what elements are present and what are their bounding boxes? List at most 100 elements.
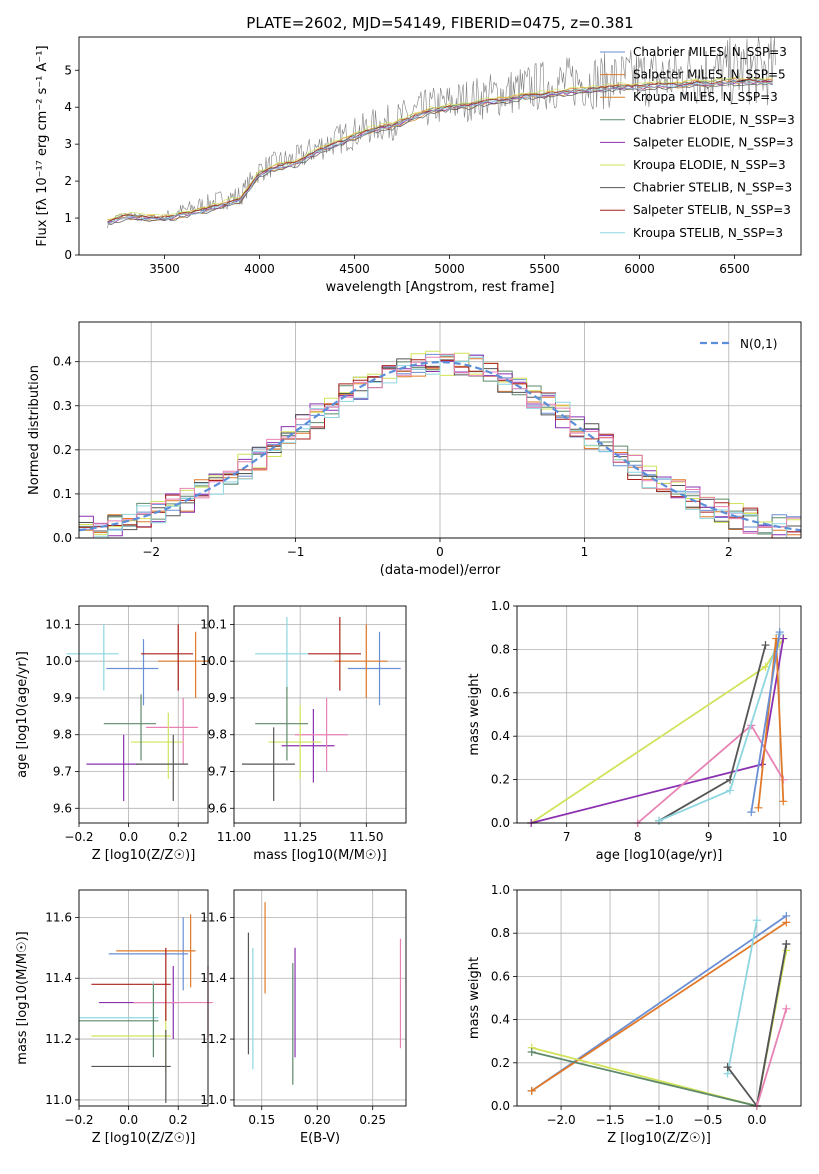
x-tick-label: 4500	[339, 262, 370, 276]
x-tick-label: 0.25	[359, 1113, 386, 1127]
y-tick-label: 11.2	[45, 1032, 72, 1046]
axes-frame	[233, 889, 407, 1107]
y-tick-label: 11.4	[45, 971, 72, 985]
y-tick-label: 0.1	[53, 487, 72, 501]
y-tick-label: 11.6	[45, 910, 72, 924]
legend-label-5: Kroupa ELODIE, N_SSP=3	[633, 158, 786, 172]
x-tick-label: −2.0	[546, 1113, 575, 1127]
panel-mass-vs-Z	[75, 890, 208, 1110]
y-tick-label: 1	[64, 211, 72, 225]
y-tick-label: 9.6	[53, 801, 72, 815]
x-tick-label: 11.00	[217, 830, 251, 844]
x-tick-label: 11.25	[283, 830, 317, 844]
model-line-6	[107, 82, 773, 226]
y-tick-label: 0.8	[491, 642, 510, 656]
weight-marker	[726, 786, 734, 795]
axes-frame	[516, 605, 802, 824]
x-tick-label: −2	[142, 545, 160, 559]
y-axis-label: age [log10(age/yr)]	[15, 651, 30, 778]
y-tick-label: 5	[64, 63, 72, 77]
y-tick-label: 1.0	[491, 883, 510, 897]
panel-mass-weight-vs-Z	[513, 889, 801, 1110]
spectrum-title: PLATE=2602, MJD=54149, FIBERID=0475, z=0…	[246, 14, 633, 32]
x-tick-label: 3500	[149, 262, 180, 276]
x-tick-label: 2	[725, 545, 733, 559]
y-tick-label: 0.0	[53, 531, 72, 545]
x-tick-label: 5500	[529, 262, 560, 276]
panel-mass-weight-vs-age	[513, 605, 801, 827]
y-tick-label: 3	[64, 137, 72, 151]
weight-marker	[655, 816, 663, 825]
y-tick-label: 10.1	[45, 617, 72, 631]
x-tick-label: 0.0	[119, 830, 138, 844]
y-axis-label: mass weight	[467, 957, 482, 1039]
weight-line-6	[756, 1008, 788, 1107]
legend-label-4: Salpeter ELODIE, N_SSP=3	[633, 135, 794, 149]
y-tick-label: 4	[64, 100, 72, 114]
legend-label-3: Chabrier ELODIE, N_SSP=3	[633, 113, 795, 127]
axes-frame	[78, 36, 802, 256]
weight-marker	[782, 1004, 791, 1013]
x-tick-label: −1.5	[595, 1113, 624, 1127]
axes-frame	[233, 605, 407, 824]
x-tick-label: 5000	[434, 262, 465, 276]
x-tick-label: −0.5	[693, 1113, 722, 1127]
panel-mass-vs-EBV	[230, 890, 406, 1110]
y-tick-label: 0	[64, 248, 72, 262]
y-tick-label: 1.0	[491, 599, 510, 613]
x-tick-label: 6000	[624, 262, 655, 276]
x-tick-label: 0.0	[747, 1113, 766, 1127]
y-tick-label: 0.0	[491, 816, 510, 830]
axes-frame	[516, 889, 802, 1107]
y-tick-label: 0.6	[491, 686, 510, 700]
x-tick-label: −0.2	[64, 1113, 93, 1127]
weight-marker	[723, 1063, 732, 1072]
y-tick-label: 0.2	[491, 1056, 510, 1070]
weight-marker	[527, 1086, 536, 1095]
y-tick-label: 11.4	[200, 971, 227, 985]
model-line-8	[107, 80, 773, 224]
model-line-5	[107, 76, 773, 221]
axes-frame	[78, 605, 209, 824]
histogram-7	[79, 355, 801, 539]
x-tick-label: 0	[436, 545, 444, 559]
weight-line-3	[658, 644, 767, 822]
x-axis-label: mass [log10(M/M☉)]	[253, 848, 386, 863]
weight-marker	[779, 797, 788, 806]
weight-marker	[761, 662, 770, 671]
x-tick-label: 7	[563, 830, 571, 844]
weight-line-4	[726, 920, 758, 1074]
x-tick-label: −0.2	[64, 830, 93, 844]
axes-frame	[78, 321, 802, 539]
y-tick-label: 9.8	[53, 728, 72, 742]
x-tick-label: 0.15	[248, 1113, 275, 1127]
y-tick-label: 0.8	[491, 926, 510, 940]
weight-marker	[752, 916, 761, 925]
x-axis-label: E(B-V)	[300, 1131, 340, 1146]
legend-label-2: Kroupa MILES, N_SSP=3	[633, 90, 778, 104]
weight-marker	[754, 803, 763, 812]
panel-spectrum	[75, 69, 735, 259]
histogram-8	[79, 353, 801, 539]
x-tick-label: 8	[634, 830, 642, 844]
y-tick-label: 0.2	[491, 773, 510, 787]
y-tick-label: 9.7	[53, 765, 72, 779]
axes-frame	[78, 889, 209, 1107]
y-axis-label: Flux [fλ 10⁻¹⁷ erg cm⁻² s⁻¹ A⁻¹]	[35, 45, 50, 246]
legend-label-6: Chabrier STELIB, N_SSP=3	[633, 181, 792, 195]
weight-marker	[747, 808, 756, 817]
x-axis-label: Z [log10(Z/Z☉)]	[92, 848, 196, 863]
x-tick-label: 1	[581, 545, 589, 559]
y-tick-label: 10.1	[200, 617, 227, 631]
x-tick-label: 0.2	[169, 1113, 188, 1127]
x-tick-label: 4000	[244, 262, 275, 276]
y-tick-label: 9.9	[53, 691, 72, 705]
y-tick-label: 11.6	[200, 910, 227, 924]
weight-marker	[527, 1048, 536, 1056]
y-tick-label: 0.4	[53, 355, 72, 369]
y-tick-label: 0.4	[491, 729, 510, 743]
x-tick-label: −1.0	[644, 1113, 673, 1127]
x-tick-label: 0.20	[304, 1113, 331, 1127]
